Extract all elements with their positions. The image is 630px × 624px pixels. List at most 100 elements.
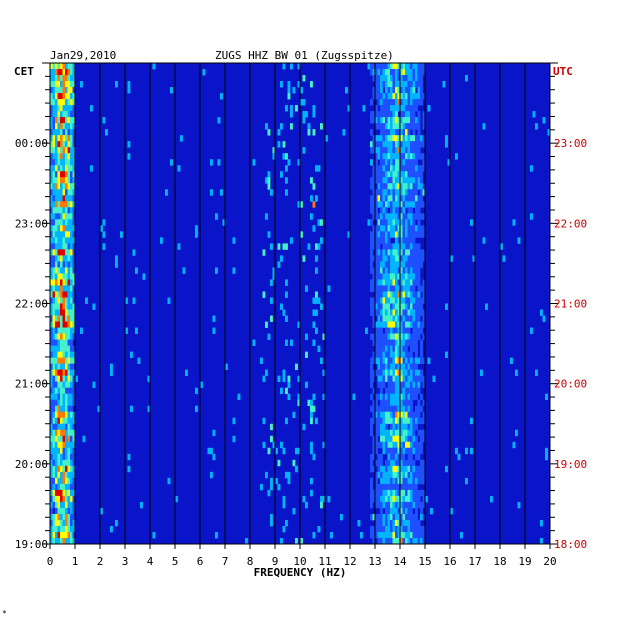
spectrogram-cell (55, 423, 58, 431)
spectrogram-cell (347, 105, 351, 112)
spectrogram-cell (392, 387, 396, 395)
spectrogram-cell (65, 183, 68, 190)
spectrogram-cell (407, 333, 411, 340)
spectrogram-cell (380, 177, 383, 184)
spectrogram-cell (55, 321, 58, 328)
spectrogram-cell (407, 165, 411, 172)
spectrogram-cell (412, 171, 416, 178)
spectrogram-cell (392, 435, 396, 443)
spectrogram-cell (375, 195, 378, 202)
spectrogram-cell (310, 81, 313, 88)
spectrogram-cell (375, 531, 378, 539)
spectrogram-cell (380, 375, 383, 383)
spectrogram-cell (62, 483, 66, 491)
spectrogram-cell (415, 465, 418, 473)
spectrogram-cell (57, 105, 61, 112)
spectrogram-cell (410, 423, 413, 431)
spectrogram-cell (380, 381, 383, 389)
spectrogram-cell (405, 501, 408, 509)
spectrogram-cell (402, 93, 406, 100)
spectrogram-cell (407, 243, 411, 250)
spectrogram-cell (407, 201, 411, 208)
spectrogram-cell (385, 297, 388, 304)
spectrogram-cell (57, 447, 61, 455)
spectrogram-cell (375, 105, 378, 112)
spectrogram-cell (52, 441, 56, 449)
spectrogram-cell (392, 81, 396, 88)
spectrogram-cell (52, 333, 56, 340)
spectrogram-cell (412, 63, 416, 70)
spectrogram-cell (412, 87, 416, 94)
spectrogram-cell (50, 69, 53, 76)
spectrogram-cell (377, 369, 381, 377)
spectrogram-cell (387, 201, 391, 208)
spectrogram-cell (60, 531, 63, 539)
spectrogram-cell (397, 471, 401, 479)
spectrogram-cell (530, 327, 533, 334)
spectrogram-cell (385, 489, 388, 497)
spectrogram-cell (70, 291, 73, 298)
spectrogram-cell (262, 375, 266, 383)
spectrogram-cell (270, 477, 273, 485)
spectrogram-cell (407, 435, 411, 443)
spectrogram-cell (57, 489, 61, 497)
spectrogram-cell (410, 69, 413, 76)
spectrogram-cell (380, 339, 383, 346)
spectrogram-cell (410, 123, 413, 130)
spectrogram-cell (382, 183, 386, 190)
spectrogram-cell (375, 123, 378, 130)
spectrogram-cell (380, 249, 383, 256)
spectrogram-cell (70, 261, 73, 268)
spectrogram-cell (420, 405, 423, 413)
spectrogram-cell (390, 195, 393, 202)
spectrogram-cell (380, 309, 383, 316)
spectrogram-cell (375, 75, 378, 82)
spectrogram-cell (375, 303, 378, 310)
spectrogram-cell (412, 519, 416, 527)
spectrogram-cell (72, 369, 76, 377)
x-tick-label: 10 (293, 555, 306, 568)
spectrogram-cell (397, 105, 401, 112)
spectrogram-cell (267, 231, 271, 238)
spectrogram-cell (422, 231, 426, 238)
spectrogram-cell (62, 75, 66, 82)
spectrogram-cell (67, 423, 71, 431)
spectrogram-cell (482, 237, 486, 244)
spectrogram-cell (395, 201, 398, 208)
spectrogram-cell (380, 399, 383, 407)
spectrogram-cell (400, 165, 403, 172)
spectrogram-cell (390, 423, 393, 431)
spectrogram-cell (310, 213, 313, 220)
spectrogram-cell (370, 453, 373, 461)
spectrogram-cell (387, 93, 391, 100)
spectrogram-cell (410, 471, 413, 479)
spectrogram-cell (395, 141, 398, 148)
spectrogram-cell (405, 225, 408, 232)
spectrogram-cell (412, 279, 416, 286)
spectrogram-cell (370, 417, 373, 425)
spectrogram-cell (397, 153, 401, 160)
spectrogram-cell (50, 261, 53, 268)
spectrogram-cell (377, 243, 381, 250)
spectrogram-cell (405, 537, 408, 545)
spectrogram-cell (407, 531, 411, 539)
spectrogram-cell (395, 393, 398, 401)
spectrogram-cell (402, 111, 406, 118)
spectrogram-cell (390, 63, 393, 70)
spectrogram-cell (72, 183, 76, 190)
spectrogram-cell (287, 87, 291, 94)
spectrogram-cell (377, 171, 381, 178)
spectrogram-cell (385, 225, 388, 232)
spectrogram-cell (72, 123, 76, 130)
spectrogram-cell (385, 129, 388, 136)
spectrogram-cell (382, 81, 386, 88)
spectrogram-cell (382, 489, 386, 497)
spectrogram-cell (72, 189, 76, 196)
spectrogram-cell (392, 159, 396, 166)
spectrogram-cell (415, 357, 418, 365)
spectrogram-cell (415, 291, 418, 298)
spectrogram-cell (370, 423, 373, 431)
spectrogram-cell (420, 345, 423, 352)
spectrogram-cell (72, 345, 76, 352)
spectrogram-cell (392, 141, 396, 148)
